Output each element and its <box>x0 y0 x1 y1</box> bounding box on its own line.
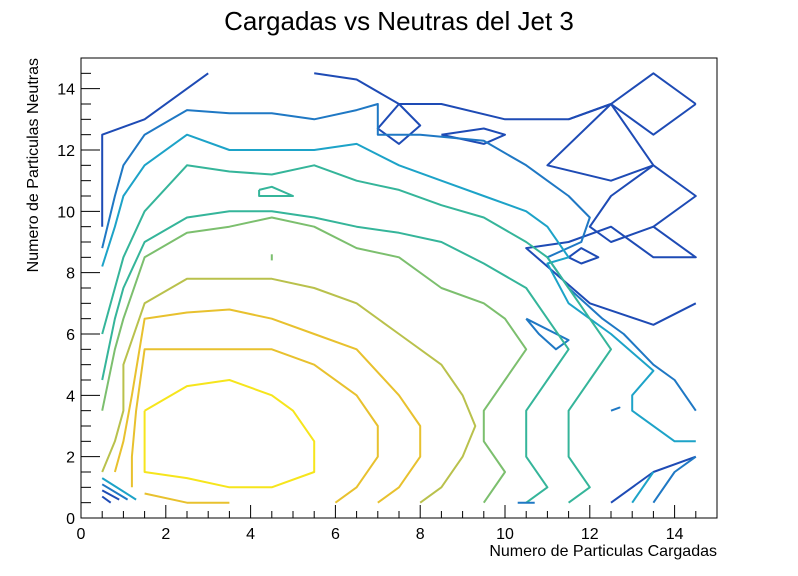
contour-line-2 <box>610 103 697 136</box>
x-tick-label: 8 <box>416 526 425 543</box>
contour-line-29 <box>610 406 621 412</box>
y-tick-label: 8 <box>66 266 75 283</box>
contour-line-17 <box>258 185 294 197</box>
contour-line-22 <box>130 348 379 504</box>
contour-line-1 <box>314 72 697 121</box>
y-axis-label: Numero de Particulas Neutras <box>25 58 42 272</box>
contour-line-11 <box>652 455 697 504</box>
contour-line-21 <box>113 308 422 504</box>
x-axis: 0 2 4 6 8 10 12 14 <box>77 505 718 543</box>
contour-line-18 <box>101 216 528 504</box>
y-axis: 0 2 4 6 8 10 12 14 <box>57 57 100 528</box>
y-tick-label: 6 <box>66 327 75 344</box>
contour-line-12 <box>525 317 570 351</box>
contour-line-23 <box>144 492 230 504</box>
contour-line-8 <box>568 247 600 265</box>
x-axis-label: Numero de Particulas Cargadas <box>489 543 717 560</box>
contour-line-26 <box>101 483 129 501</box>
contour-line-28 <box>101 495 112 504</box>
y-tick-label: 4 <box>66 388 75 405</box>
contour-line-0 <box>101 72 209 227</box>
contour-line-4 <box>588 164 654 243</box>
contour-line-3 <box>525 103 697 326</box>
y-tick-label: 2 <box>66 450 75 467</box>
contour-line-5 <box>546 103 654 182</box>
chart-title: Cargadas vs Neutras del Jet 3 <box>224 6 574 36</box>
x-tick-label: 14 <box>666 526 684 543</box>
contour-lines <box>101 72 697 504</box>
y-tick-label: 12 <box>57 143 75 160</box>
y-tick-label: 10 <box>57 204 75 221</box>
contour-line-14 <box>631 471 655 504</box>
contour-line-10 <box>101 103 697 412</box>
contour-line-25 <box>101 477 137 501</box>
x-tick-label: 10 <box>496 526 514 543</box>
x-tick-label: 0 <box>77 526 86 543</box>
contour-line-15 <box>101 164 612 504</box>
contour-line-9 <box>610 455 697 504</box>
contour-line-7 <box>441 127 506 145</box>
y-tick-label: 14 <box>57 82 75 99</box>
contour-line-24 <box>143 379 316 489</box>
x-tick-label: 4 <box>246 526 255 543</box>
contour-line-27 <box>101 489 120 501</box>
contour-line-13 <box>101 133 696 443</box>
contour-line-16 <box>101 210 570 504</box>
x-tick-label: 2 <box>161 526 170 543</box>
x-tick-label: 6 <box>331 526 340 543</box>
contour-line-6 <box>376 103 422 145</box>
plot-frame <box>80 57 718 519</box>
y-tick-label: 0 <box>66 511 75 528</box>
contour-line-20 <box>101 277 477 504</box>
x-tick-label: 12 <box>581 526 599 543</box>
